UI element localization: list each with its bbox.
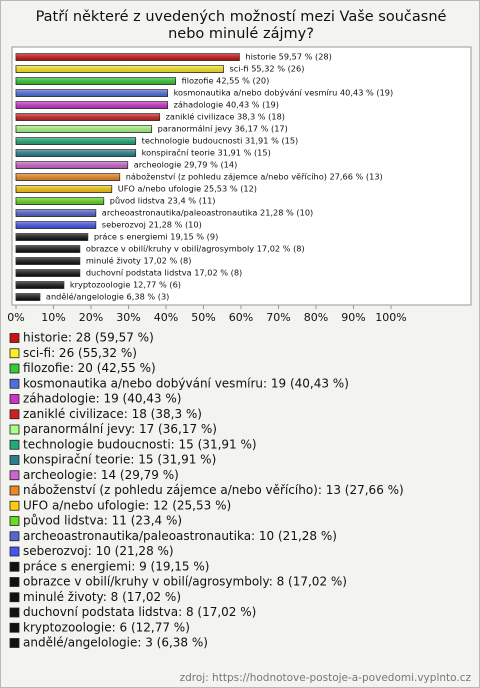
bar-shade	[16, 269, 80, 277]
bar-label: kryptozoologie 12,77 % (6)	[70, 280, 181, 290]
bar-label: náboženství (z pohledu zájemce a/nebo vě…	[126, 172, 383, 182]
bar-shade	[16, 221, 96, 229]
legend-label: paranormální jevy: 17 (36,17 %)	[23, 422, 217, 436]
bar-shade	[16, 113, 160, 121]
bar-shade	[16, 89, 168, 97]
legend-swatch	[9, 409, 20, 420]
legend-swatch	[9, 348, 20, 359]
x-tick-label: 80%	[304, 311, 328, 324]
bar-label: minulé životy 17,02 % (8)	[86, 256, 192, 266]
bar-label: historie 59,57 % (28)	[245, 52, 331, 62]
x-tick-label: 90%	[341, 311, 365, 324]
bar-shade	[16, 245, 80, 253]
legend-label: minulé životy: 8 (17,02 %)	[23, 590, 181, 604]
bar-shade	[16, 233, 88, 241]
legend-label: zaniklé civilizace: 18 (38,3 %)	[23, 407, 202, 421]
bar-label: práce s energiemi 19,15 % (9)	[94, 232, 218, 242]
legend-label: původ lidstva: 11 (23,4 %)	[23, 514, 182, 528]
legend-label: kosmonautika a/nebo dobývání vesmíru: 19…	[23, 376, 349, 390]
legend-label: archeoastronautika/paleoastronautika: 10…	[23, 529, 337, 543]
bar-label: obrazce v obilí/kruhy v obilí/agrosymbol…	[86, 244, 305, 254]
legend-label: duchovní podstata lidstva: 8 (17,02 %)	[23, 605, 256, 619]
bar-shade	[16, 281, 64, 289]
legend-swatch	[9, 470, 20, 481]
bar-shade	[16, 293, 40, 301]
bar-label: UFO a/nebo ufologie 25,53 % (12)	[118, 184, 257, 194]
legend-swatch	[9, 516, 20, 526]
legend-swatch	[9, 638, 20, 648]
legend-swatch	[9, 333, 20, 343]
bar-shade	[16, 125, 152, 133]
bar-shade	[16, 77, 176, 85]
legend-swatch	[9, 424, 20, 435]
bar-shade	[16, 149, 136, 157]
x-tick-label: 60%	[229, 311, 253, 324]
x-tick-label: 10%	[41, 311, 65, 324]
legend-label: konspirační teorie: 15 (31,91 %)	[23, 453, 216, 467]
legend-label: technologie budoucnosti: 15 (31,91 %)	[23, 437, 257, 451]
legend-swatch	[9, 607, 20, 618]
bar-shade	[16, 101, 168, 109]
bar-label: sci-fi 55,32 % (26)	[229, 64, 304, 74]
source: zdroj: https://hodnotove-postoje-a-poved…	[180, 672, 472, 684]
bar-shade	[16, 197, 104, 205]
x-tick-label: 20%	[79, 311, 103, 324]
bar-label: paranormální jevy 36,17 % (17)	[158, 124, 288, 134]
legend-label: archeologie: 14 (29,79 %)	[23, 468, 179, 482]
legend-label: filozofie: 20 (42,55 %)	[23, 361, 156, 375]
bar-label: konspirační teorie 31,91 % (15)	[142, 148, 271, 158]
legend-swatch	[9, 577, 20, 587]
chart-title: Patří některé z uvedených možností mezi …	[35, 9, 447, 42]
legend-label: obrazce v obilí/kruhy v obilí/agrosymbol…	[23, 575, 347, 589]
legend-swatch	[9, 363, 20, 374]
legend-swatch	[9, 455, 20, 465]
legend-label: andělé/angelologie: 3 (6,38 %)	[23, 636, 208, 650]
x-tick-label: 50%	[191, 311, 215, 324]
x-tick-label: 70%	[266, 311, 290, 324]
legend-label: seberozvoj: 10 (21,28 %)	[23, 544, 174, 558]
bar-label: andělé/angelologie 6,38 % (3)	[46, 292, 169, 302]
legend-label: kryptozoologie: 6 (12,77 %)	[23, 620, 190, 634]
legend-label: UFO a/nebo ufologie: 12 (25,53 %)	[23, 498, 231, 512]
bar-shade	[16, 137, 136, 145]
x-tick-label: 40%	[154, 311, 178, 324]
bar-label: kosmonautika a/nebo dobývání vesmíru 40,…	[174, 88, 394, 98]
bar-label: záhadologie 40,43 % (19)	[174, 100, 279, 110]
bar-shade	[16, 53, 240, 61]
bar-shade	[16, 257, 80, 265]
bar-shade	[16, 173, 120, 181]
legend-swatch	[9, 378, 20, 389]
legend-swatch	[9, 485, 20, 496]
bar-shade	[16, 209, 96, 217]
legend-swatch	[9, 439, 20, 450]
legend-swatch	[9, 561, 20, 572]
bar-label: duchovní podstata lidstva 17,02 % (8)	[86, 268, 242, 278]
legend-label: náboženství (z pohledu zájemce a/nebo vě…	[23, 483, 404, 497]
legend-swatch	[9, 546, 20, 557]
legend-swatch	[9, 531, 20, 542]
bar-shade	[16, 185, 112, 193]
legend-swatch	[9, 394, 20, 404]
x-tick-label: 0%	[7, 311, 24, 324]
x-tick-label: 100%	[375, 311, 406, 324]
bar-shade	[16, 161, 128, 169]
bar-label: technologie budoucnosti 31,91 % (15)	[142, 136, 299, 146]
bar-label: zaniklé civilizace 38,3 % (18)	[166, 112, 285, 122]
x-tick-label: 30%	[116, 311, 140, 324]
legend-label: historie: 28 (59,57 %)	[23, 331, 154, 345]
bar-label: seberozvoj 21,28 % (10)	[102, 220, 202, 230]
legend-swatch	[9, 622, 20, 633]
legend-label: práce s energiemi: 9 (19,15 %)	[23, 559, 209, 573]
bar-label: filozofie 42,55 % (20)	[182, 76, 270, 86]
legend-swatch	[9, 592, 20, 603]
bar-shade	[16, 65, 224, 73]
legend-label: záhadologie: 19 (40,43 %)	[23, 392, 181, 406]
legend-swatch	[9, 500, 20, 511]
bar-label: původ lidstva 23,4 % (11)	[110, 196, 216, 206]
bar-label: archeologie 29,79 % (14)	[134, 160, 238, 170]
bar-label: archeoastronautika/paleoastronautika 21,…	[102, 208, 313, 218]
legend-label: sci-fi: 26 (55,32 %)	[23, 346, 137, 360]
